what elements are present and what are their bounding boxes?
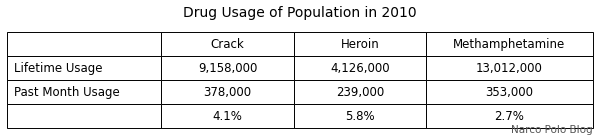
Bar: [294, 104, 426, 128]
Bar: [7, 104, 161, 128]
Text: 9,158,000: 9,158,000: [198, 62, 257, 75]
Bar: [294, 80, 426, 104]
Text: 4.1%: 4.1%: [212, 110, 242, 123]
Bar: [294, 56, 426, 80]
Bar: [294, 32, 426, 56]
Bar: [161, 80, 294, 104]
Text: 2.7%: 2.7%: [494, 110, 524, 123]
Text: 239,000: 239,000: [335, 86, 384, 99]
Text: 353,000: 353,000: [485, 86, 533, 99]
Bar: [426, 56, 593, 80]
Text: Methamphetamine: Methamphetamine: [453, 38, 565, 51]
Text: Crack: Crack: [211, 38, 244, 51]
Bar: [161, 56, 294, 80]
Bar: [426, 80, 593, 104]
Text: 378,000: 378,000: [203, 86, 251, 99]
Text: Heroin: Heroin: [340, 38, 379, 51]
Text: Drug Usage of Population in 2010: Drug Usage of Population in 2010: [183, 6, 417, 20]
Text: Past Month Usage: Past Month Usage: [14, 86, 120, 99]
Bar: [161, 104, 294, 128]
Text: 5.8%: 5.8%: [345, 110, 374, 123]
Text: 4,126,000: 4,126,000: [330, 62, 389, 75]
Bar: [426, 104, 593, 128]
Bar: [7, 80, 161, 104]
Bar: [7, 56, 161, 80]
Text: 13,012,000: 13,012,000: [476, 62, 543, 75]
Bar: [161, 32, 294, 56]
Text: Narco Polo Blog: Narco Polo Blog: [511, 125, 593, 135]
Bar: [7, 32, 161, 56]
Bar: [426, 32, 593, 56]
Text: Lifetime Usage: Lifetime Usage: [14, 62, 103, 75]
